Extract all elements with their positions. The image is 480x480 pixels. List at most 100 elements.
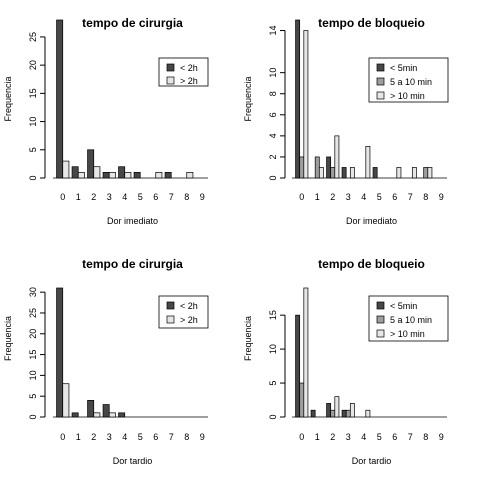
legend-label: > 10 min	[390, 91, 425, 101]
bar-1-series-1	[71, 166, 79, 179]
x-tick-label: 3	[107, 192, 112, 202]
bar-4-series-3	[365, 146, 371, 179]
legend: < 5min 5 a 10 min > 10 min	[368, 57, 449, 103]
y-tick-label: 15	[28, 350, 38, 360]
legend-swatch	[376, 315, 385, 324]
bar-3-series-2	[108, 172, 116, 179]
legend-swatch	[166, 301, 175, 310]
x-tick-label: 6	[392, 192, 397, 202]
x-tick-label: 9	[200, 432, 205, 442]
y-tick-label: 6	[268, 112, 278, 117]
bar-0-series-1	[295, 314, 301, 418]
y-tick-label: 10	[28, 370, 38, 380]
y-tick-label: 30	[28, 287, 38, 297]
bar-5-series-1	[372, 167, 378, 179]
legend: < 5min 5 a 10 min > 10 min	[368, 295, 449, 342]
y-tick-label: 4	[268, 133, 278, 138]
y-tick-label: 15	[268, 310, 278, 320]
bar-3-series-1	[341, 167, 347, 179]
x-tick-label: 8	[423, 192, 428, 202]
bar-0-series-1	[56, 19, 64, 179]
bar-2-series-1	[87, 400, 95, 418]
x-tick-label: 2	[330, 192, 335, 202]
x-tick-label: 1	[315, 432, 320, 442]
legend-swatch	[166, 315, 175, 324]
y-tick-label: 2	[268, 154, 278, 159]
x-tick-label: 9	[200, 192, 205, 202]
y-tick-label: 10	[268, 68, 278, 78]
y-tick-label: 5	[268, 381, 278, 386]
x-tick-label: 5	[138, 192, 143, 202]
x-tick-label: 7	[169, 192, 174, 202]
bar-0-series-1	[295, 19, 301, 179]
bar-2-series-2	[330, 409, 336, 418]
x-tick-label: 8	[184, 432, 189, 442]
legend-label: < 2h	[180, 301, 198, 311]
y-tick-label: 0	[268, 175, 278, 180]
bar-3-series-2	[345, 409, 351, 418]
y-tick-label: 20	[28, 329, 38, 339]
y-tick-label: 25	[28, 308, 38, 318]
bar-3-series-2	[108, 412, 116, 418]
x-tick-label: 7	[169, 432, 174, 442]
y-axis-label: Frequencia	[3, 316, 13, 361]
x-axis-label: Dor tardio	[352, 456, 392, 466]
x-tick-label: 9	[439, 432, 444, 442]
bar-3-series-1	[102, 172, 110, 179]
x-axis-label: Dor imediato	[346, 216, 397, 226]
bar-1-series-1	[71, 412, 79, 418]
bar-0-series-3	[303, 287, 309, 418]
y-tick-label: 0	[28, 414, 38, 419]
y-tick-label: 10	[28, 117, 38, 127]
chart-panel-2: tempo de bloqueio Dor imediato Frequencia 0…	[243, 16, 449, 226]
legend-label: < 2h	[180, 63, 198, 73]
y-tick-label: 15	[28, 88, 38, 98]
bar-2-series-3	[334, 135, 340, 179]
x-tick-label: 4	[122, 192, 127, 202]
bar-3-series-1	[341, 409, 347, 418]
x-axis-label: Dor tardio	[113, 456, 153, 466]
legend-label: > 10 min	[390, 329, 425, 339]
x-tick-label: 5	[377, 432, 382, 442]
bar-0-series-2	[62, 383, 70, 418]
legend-swatch	[166, 63, 175, 72]
x-tick-label: 2	[330, 432, 335, 442]
chart-panel-3: tempo de cirurgia Dor tardio Frequencia 0 5 1…	[3, 257, 209, 466]
bar-0-series-2	[62, 160, 70, 179]
bar-6-series-2	[155, 172, 163, 179]
x-tick-label: 1	[76, 192, 81, 202]
chart-title: tempo de bloqueio	[318, 257, 425, 271]
bar-3-series-3	[349, 403, 355, 418]
x-tick-label: 8	[184, 192, 189, 202]
x-tick-label: 6	[153, 192, 158, 202]
bar-1-series-3	[318, 167, 324, 179]
bar-8-series-2	[186, 172, 194, 179]
bar-2-series-3	[334, 396, 340, 418]
x-tick-label: 4	[361, 432, 366, 442]
x-tick-label: 1	[315, 192, 320, 202]
x-tick-label: 6	[153, 432, 158, 442]
legend-swatch	[376, 77, 385, 86]
legend-label: < 5min	[390, 63, 417, 73]
legend-label: 5 a 10 min	[390, 315, 432, 325]
legend-label: 5 a 10 min	[390, 77, 432, 87]
bar-8-series-2	[423, 167, 429, 179]
x-tick-label: 0	[299, 432, 304, 442]
y-tick-label: 0	[28, 175, 38, 180]
bar-4-series-1	[118, 412, 126, 418]
bar-0-series-1	[56, 287, 64, 418]
x-tick-label: 5	[377, 192, 382, 202]
x-tick-label: 4	[361, 192, 366, 202]
bar-2-series-1	[326, 403, 332, 418]
x-tick-label: 5	[138, 432, 143, 442]
legend-label: > 2h	[180, 315, 198, 325]
bar-3-series-1	[102, 404, 110, 418]
x-tick-label: 6	[392, 432, 397, 442]
bar-7-series-3	[411, 167, 417, 179]
chart-panel-1: tempo de cirurgia Dor imediato Frequencia 0…	[3, 16, 209, 226]
x-tick-label: 0	[60, 432, 65, 442]
legend-swatch	[376, 329, 385, 338]
y-tick-label: 8	[268, 91, 278, 96]
chart-title: tempo de cirurgia	[82, 16, 183, 30]
